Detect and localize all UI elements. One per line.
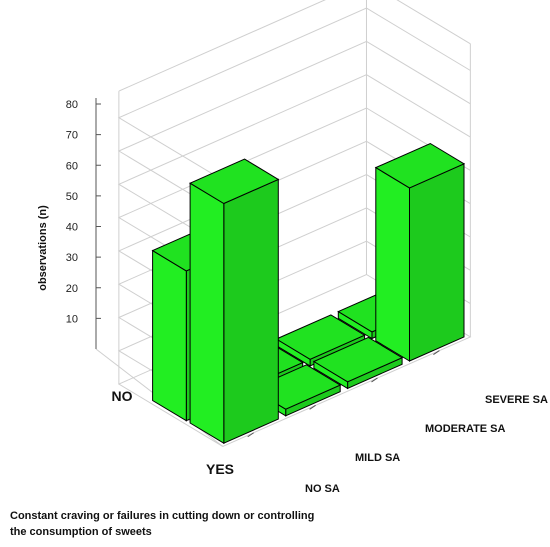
y-tick-label: 40 [66, 222, 78, 234]
bar-face-top [189, 158, 280, 205]
column-tick-mark [309, 404, 316, 410]
bar-face-front [223, 178, 279, 444]
column-label: NO SA [305, 483, 340, 495]
y-tick-label: 20 [66, 283, 78, 295]
floor-edge [117, 273, 472, 447]
bar-face-left [189, 182, 225, 445]
category-labels: NO YES NO SA MILD SA MODERATE SA SEVERE SA [112, 350, 548, 495]
column-tick-mark [433, 350, 440, 355]
y-tick-label: 10 [66, 313, 78, 325]
column-label: MILD SA [355, 452, 400, 464]
bar-no-no-sa [189, 158, 280, 445]
grid-line [117, 40, 471, 214]
wall-top-edge [118, 0, 471, 92]
bar-face-front [409, 163, 465, 362]
bar-face-top [312, 336, 404, 383]
y-tick-label: 50 [66, 191, 78, 203]
bar-face-top [275, 314, 366, 360]
y-tick-label: 80 [66, 99, 78, 111]
bars [151, 142, 466, 445]
column-label: SEVERE SA [485, 394, 548, 406]
y-tick-label: 70 [66, 130, 78, 142]
y-axis: 10 20 30 40 50 60 70 80 [66, 98, 101, 349]
row-label: NO [112, 388, 133, 404]
grid-line [117, 74, 471, 247]
y-tick-label: 30 [66, 252, 78, 264]
bar-no-moderate-sa [312, 336, 404, 390]
y-tick-label: 60 [66, 160, 78, 172]
bar-face-top [374, 142, 466, 189]
bar-face-left [375, 166, 410, 362]
bar-face-left [152, 249, 187, 422]
chart-caption: Constant craving or failures in cutting … [10, 510, 315, 538]
column-label: MODERATE SA [425, 423, 506, 435]
row-label: YES [206, 461, 234, 477]
bar-no-severe-sa [374, 142, 466, 362]
column-tick-mark [247, 432, 254, 438]
column-tick-mark [371, 377, 378, 383]
grid-line [117, 7, 471, 181]
y-axis-title: observations (n) [37, 205, 49, 291]
